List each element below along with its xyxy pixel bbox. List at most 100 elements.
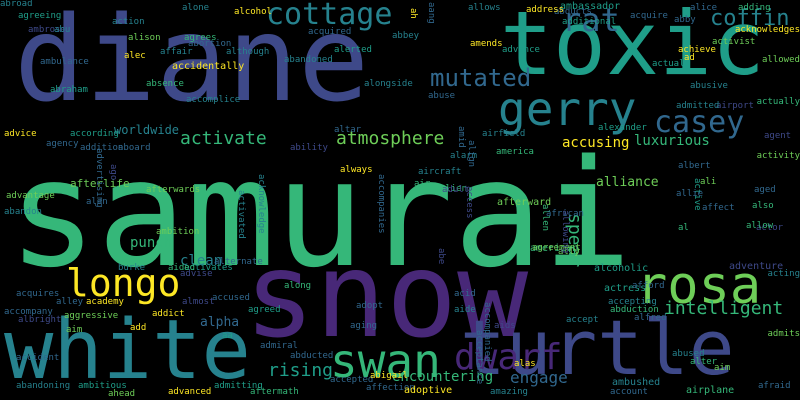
cloud-word: amazing bbox=[490, 387, 528, 397]
cloud-word: additional bbox=[562, 17, 617, 27]
cloud-word: admitting bbox=[214, 381, 263, 391]
cloud-word: alien bbox=[440, 184, 468, 194]
cloud-word: almost bbox=[182, 297, 215, 307]
cloud-word: activates bbox=[184, 263, 233, 273]
cloud-word: adopt bbox=[356, 301, 384, 311]
cloud-word: gerry bbox=[498, 82, 637, 136]
cloud-word: ambulance bbox=[40, 57, 89, 67]
cloud-word: abducts bbox=[554, 7, 592, 17]
cloud-word: abandoning bbox=[16, 381, 71, 391]
cloud-word: altar bbox=[334, 125, 362, 135]
cloud-word: ambushed bbox=[612, 377, 661, 388]
cloud-word: absence bbox=[146, 79, 184, 89]
cloud-word: agency bbox=[46, 139, 79, 149]
cloud-word: acknowledge bbox=[256, 174, 266, 234]
cloud-word: adventure bbox=[729, 261, 784, 272]
cloud-word: alarm bbox=[450, 151, 478, 161]
cloud-word: allowed bbox=[762, 55, 800, 65]
cloud-word: abusive bbox=[690, 81, 728, 91]
cloud-word: air bbox=[414, 179, 431, 189]
cloud-word: ah bbox=[408, 8, 418, 19]
cloud-word: according bbox=[70, 129, 119, 139]
cloud-word: abused bbox=[672, 349, 705, 359]
cloud-word: luxurious bbox=[634, 133, 710, 149]
cloud-word: alfred bbox=[634, 313, 667, 323]
cloud-word: add bbox=[130, 323, 147, 333]
cloud-word: aids bbox=[494, 321, 516, 331]
cloud-word: intelligent bbox=[664, 298, 784, 319]
cloud-word: american bbox=[530, 243, 579, 254]
cloud-word: abby bbox=[674, 15, 696, 25]
cloud-word: accompanies bbox=[376, 174, 386, 234]
cloud-word: aftermath bbox=[250, 387, 299, 397]
cloud-word: agreed bbox=[248, 305, 281, 315]
cloud-word: samurai bbox=[8, 128, 632, 300]
cloud-word: alas bbox=[514, 359, 536, 369]
cloud-word: alpha bbox=[200, 315, 240, 330]
cloud-word: alley bbox=[56, 297, 84, 307]
cloud-word: affect bbox=[702, 203, 735, 213]
cloud-word: rosa bbox=[636, 256, 762, 316]
cloud-word: alternate bbox=[214, 257, 263, 267]
cloud-word: alcoholic bbox=[594, 263, 649, 274]
cloud-word: ambassador bbox=[560, 1, 621, 12]
cloud-word: acid bbox=[454, 289, 476, 299]
cloud-word: ambrose bbox=[28, 25, 66, 35]
cloud-word: burke bbox=[118, 263, 146, 273]
cloud-word: alliance bbox=[596, 175, 659, 190]
cloud-word: abu bbox=[54, 25, 71, 35]
cloud-word: afterlife bbox=[70, 177, 130, 190]
cloud-word: accident bbox=[16, 353, 60, 363]
cloud-word: rat bbox=[562, 1, 620, 39]
cloud-word: advanced bbox=[168, 387, 212, 397]
cloud-word: allie bbox=[676, 189, 704, 199]
cloud-word: acquire bbox=[630, 11, 668, 21]
cloud-word: aa bbox=[222, 331, 233, 341]
cloud-word: align bbox=[466, 140, 476, 168]
cloud-word: longo bbox=[66, 261, 181, 305]
cloud-word: afraid bbox=[758, 381, 791, 391]
cloud-word: ad bbox=[684, 53, 695, 63]
cloud-word: ahead bbox=[108, 389, 136, 399]
cloud-word: aim bbox=[714, 363, 731, 373]
cloud-word: cottage bbox=[266, 0, 393, 32]
cloud-word: ability bbox=[290, 143, 328, 153]
cloud-word: adoptive bbox=[404, 385, 453, 396]
cloud-word: rising bbox=[268, 360, 334, 381]
cloud-word: punch bbox=[130, 235, 173, 251]
cloud-word: aim bbox=[66, 325, 83, 335]
cloud-word: accusing bbox=[562, 135, 630, 151]
cloud-word: abigail bbox=[370, 371, 408, 381]
cloud-word: always bbox=[340, 165, 373, 175]
cloud-word: casey bbox=[654, 105, 745, 140]
cloud-word: accompany bbox=[4, 307, 53, 317]
cloud-word: advance bbox=[502, 45, 540, 55]
cloud-word: accept bbox=[566, 315, 599, 325]
cloud-word: addict bbox=[152, 309, 185, 319]
cloud-word: abduction bbox=[610, 305, 659, 315]
cloud-word: accepted bbox=[330, 375, 374, 385]
cloud-word: atmosphere bbox=[336, 128, 445, 149]
cloud-word: swan bbox=[330, 334, 441, 388]
cloud-word: alan bbox=[86, 197, 108, 207]
cloud-word: acceptance bbox=[474, 330, 484, 385]
cloud-word: dwarf bbox=[454, 337, 563, 378]
cloud-word: amid bbox=[456, 126, 466, 148]
cloud-word: abroad bbox=[0, 0, 33, 9]
cloud-word: acquires bbox=[16, 289, 60, 299]
cloud-word: account bbox=[610, 387, 648, 397]
cloud-word: african bbox=[546, 209, 584, 219]
cloud-word: abortion bbox=[188, 39, 232, 49]
cloud-word: also bbox=[752, 201, 774, 211]
cloud-word: admits bbox=[767, 329, 800, 339]
cloud-word: alec bbox=[124, 51, 146, 61]
cloud-word: accused bbox=[212, 293, 250, 303]
cloud-word: accepting bbox=[608, 297, 657, 307]
cloud-word: coffin bbox=[710, 6, 790, 31]
cloud-word: alone bbox=[182, 3, 210, 13]
cloud-word: airport bbox=[716, 101, 754, 111]
cloud-word: academy bbox=[86, 297, 124, 307]
cloud-word: adding bbox=[738, 3, 771, 13]
cloud-word: advertising bbox=[94, 148, 104, 208]
cloud-word: advantage bbox=[6, 191, 55, 201]
